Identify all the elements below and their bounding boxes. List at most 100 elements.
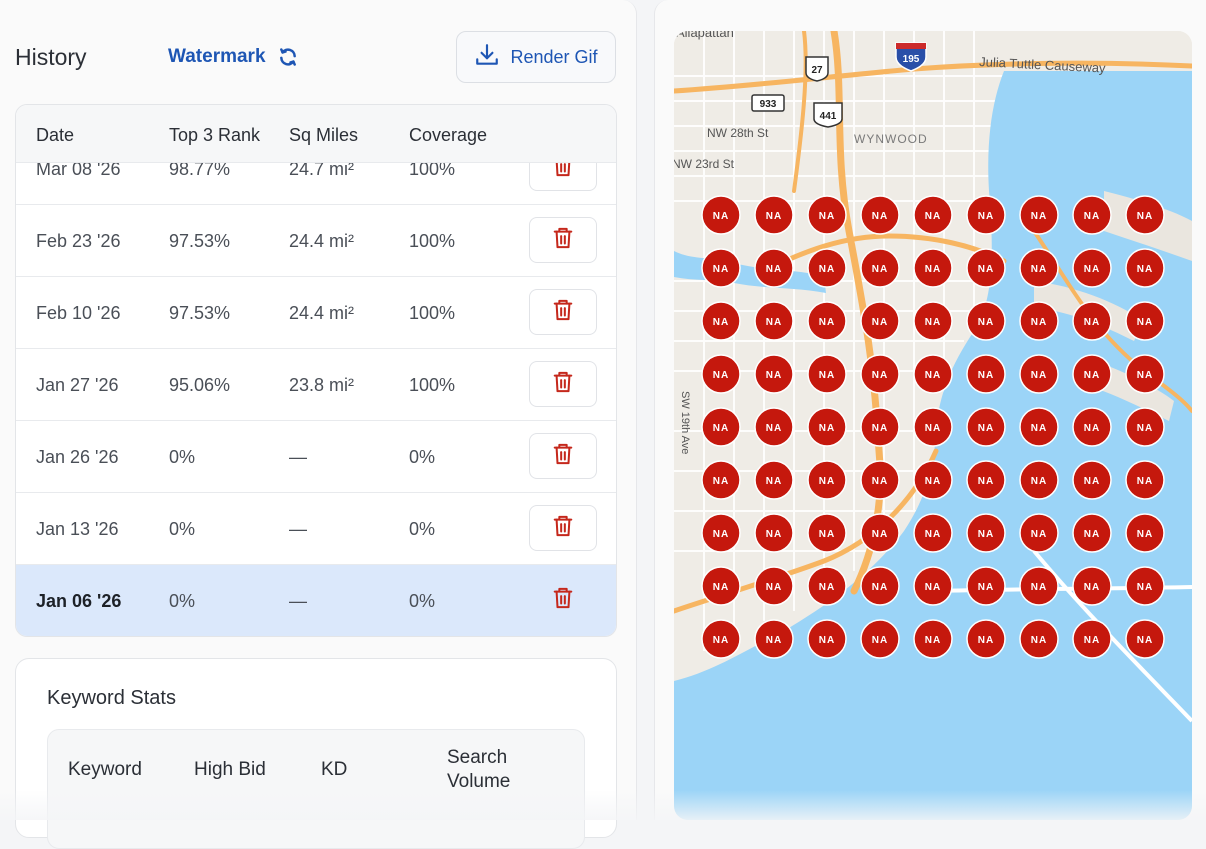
rank-marker[interactable]: NA <box>860 513 900 553</box>
rank-marker[interactable]: NA <box>913 407 953 447</box>
rank-marker[interactable]: NA <box>1072 460 1112 500</box>
rank-marker[interactable]: NA <box>701 248 741 288</box>
rank-marker[interactable]: NA <box>807 354 847 394</box>
rank-marker[interactable]: NA <box>701 513 741 553</box>
rank-marker[interactable]: NA <box>966 513 1006 553</box>
rank-marker[interactable]: NA <box>966 566 1006 606</box>
rank-marker[interactable]: NA <box>1019 354 1059 394</box>
rank-marker[interactable]: NA <box>913 566 953 606</box>
rank-marker[interactable]: NA <box>966 619 1006 659</box>
rank-marker[interactable]: NA <box>860 301 900 341</box>
rank-marker[interactable]: NA <box>807 566 847 606</box>
rank-marker[interactable]: NA <box>1125 407 1165 447</box>
history-row[interactable]: Jan 13 '26 0% — 0% <box>16 493 616 565</box>
rank-marker[interactable]: NA <box>913 619 953 659</box>
rank-marker[interactable]: NA <box>966 354 1006 394</box>
rank-marker[interactable]: NA <box>754 195 794 235</box>
delete-button[interactable] <box>529 289 597 335</box>
render-gif-button[interactable]: Render Gif <box>456 31 616 83</box>
rank-marker[interactable]: NA <box>1019 460 1059 500</box>
rank-marker[interactable]: NA <box>913 301 953 341</box>
column-coverage[interactable]: Coverage <box>409 125 488 145</box>
rank-marker[interactable]: NA <box>1072 195 1112 235</box>
history-row[interactable]: Feb 23 '26 97.53% 24.4 mi² 100% <box>16 205 616 277</box>
rank-marker[interactable]: NA <box>1019 513 1059 553</box>
rank-marker[interactable]: NA <box>1019 248 1059 288</box>
rank-marker[interactable]: NA <box>701 460 741 500</box>
rank-marker[interactable]: NA <box>1125 619 1165 659</box>
rank-marker[interactable]: NA <box>754 566 794 606</box>
rank-marker[interactable]: NA <box>754 354 794 394</box>
delete-button[interactable] <box>529 433 597 479</box>
history-row[interactable]: Jan 06 '26 0% — 0% <box>16 565 616 636</box>
column-sq-miles[interactable]: Sq Miles <box>289 125 359 145</box>
rank-marker[interactable]: NA <box>913 513 953 553</box>
delete-button[interactable] <box>529 361 597 407</box>
rank-marker[interactable]: NA <box>754 513 794 553</box>
rank-marker[interactable]: NA <box>966 407 1006 447</box>
history-row[interactable]: Feb 10 '26 97.53% 24.4 mi² 100% <box>16 277 616 349</box>
delete-button[interactable] <box>529 577 597 623</box>
rank-marker[interactable]: NA <box>754 407 794 447</box>
rank-marker[interactable]: NA <box>1125 248 1165 288</box>
rank-marker[interactable]: NA <box>1019 301 1059 341</box>
rank-marker[interactable]: NA <box>1125 354 1165 394</box>
column-high-bid[interactable]: High Bid <box>194 759 266 780</box>
rank-marker[interactable]: NA <box>1072 619 1112 659</box>
rank-marker[interactable]: NA <box>966 248 1006 288</box>
rank-marker[interactable]: NA <box>701 354 741 394</box>
rank-marker[interactable]: NA <box>913 354 953 394</box>
rank-marker[interactable]: NA <box>1019 195 1059 235</box>
rank-marker[interactable]: NA <box>807 460 847 500</box>
rank-marker[interactable]: NA <box>807 248 847 288</box>
column-kd[interactable]: KD <box>321 759 348 780</box>
rank-marker[interactable]: NA <box>1125 195 1165 235</box>
rank-marker[interactable]: NA <box>913 195 953 235</box>
rank-marker[interactable]: NA <box>860 619 900 659</box>
delete-button[interactable] <box>529 217 597 263</box>
rank-marker[interactable]: NA <box>701 566 741 606</box>
rank-marker[interactable]: NA <box>1072 354 1112 394</box>
history-row[interactable]: Jan 26 '26 0% — 0% <box>16 421 616 493</box>
rank-marker[interactable]: NA <box>860 354 900 394</box>
rank-marker[interactable]: NA <box>860 248 900 288</box>
rank-marker[interactable]: NA <box>1072 301 1112 341</box>
rank-marker[interactable]: NA <box>1019 619 1059 659</box>
rank-marker[interactable]: NA <box>807 407 847 447</box>
rank-marker[interactable]: NA <box>860 407 900 447</box>
rank-marker[interactable]: NA <box>701 619 741 659</box>
refresh-icon[interactable] <box>278 47 298 67</box>
rank-marker[interactable]: NA <box>1125 301 1165 341</box>
column-keyword[interactable]: Keyword <box>68 759 142 780</box>
rank-marker[interactable]: NA <box>807 513 847 553</box>
watermark-toggle[interactable]: Watermark <box>168 46 298 68</box>
rank-marker[interactable]: NA <box>701 407 741 447</box>
rank-marker[interactable]: NA <box>966 195 1006 235</box>
column-date[interactable]: Date <box>36 125 75 145</box>
rank-marker[interactable]: NA <box>1072 513 1112 553</box>
rank-marker[interactable]: NA <box>860 460 900 500</box>
rank-marker[interactable]: NA <box>966 301 1006 341</box>
rank-marker[interactable]: NA <box>807 301 847 341</box>
rank-marker[interactable]: NA <box>1019 566 1059 606</box>
rank-marker[interactable]: NA <box>860 566 900 606</box>
rank-marker[interactable]: NA <box>807 619 847 659</box>
rank-marker[interactable]: NA <box>1072 248 1112 288</box>
rank-marker[interactable]: NA <box>754 301 794 341</box>
rank-marker[interactable]: NA <box>966 460 1006 500</box>
rank-marker[interactable]: NA <box>913 248 953 288</box>
column-search-volume[interactable]: Search Volume <box>447 747 511 792</box>
rank-marker[interactable]: NA <box>754 619 794 659</box>
rank-marker[interactable]: NA <box>701 301 741 341</box>
rank-marker[interactable]: NA <box>1019 407 1059 447</box>
rank-marker[interactable]: NA <box>701 195 741 235</box>
rank-marker[interactable]: NA <box>1072 566 1112 606</box>
rank-marker[interactable]: NA <box>1125 460 1165 500</box>
rank-marker[interactable]: NA <box>1072 407 1112 447</box>
rank-marker[interactable]: NA <box>754 248 794 288</box>
rank-map[interactable]: 195 27 441 933 Allapattah Julia Tuttle C… <box>674 31 1192 820</box>
delete-button[interactable] <box>529 505 597 551</box>
rank-marker[interactable]: NA <box>754 460 794 500</box>
rank-marker[interactable]: NA <box>860 195 900 235</box>
history-row[interactable]: Jan 27 '26 95.06% 23.8 mi² 100% <box>16 349 616 421</box>
